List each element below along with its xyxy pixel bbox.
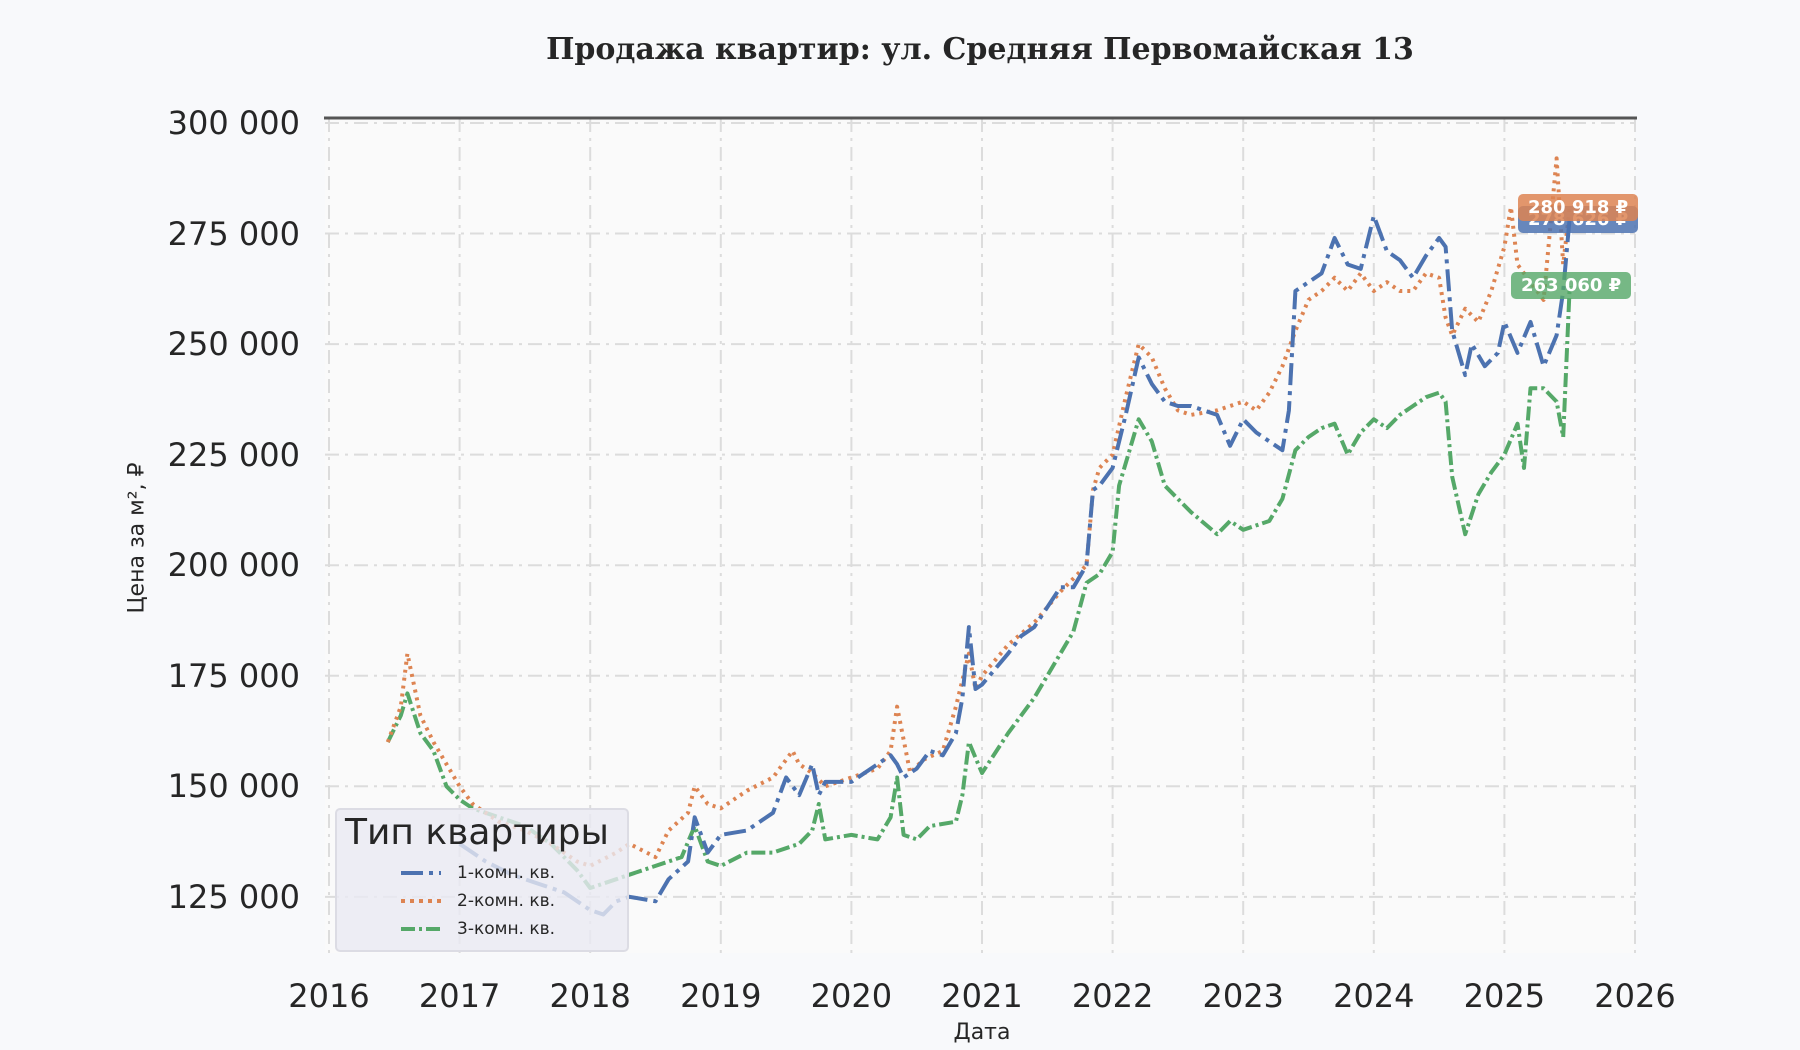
legend-title: Тип квартиры <box>345 812 609 853</box>
dotted-line-icon <box>401 899 441 903</box>
y-tick-label: 150 000 <box>167 767 300 806</box>
legend-item-2-room: 2-комн. кв. <box>401 888 555 914</box>
x-tick-label: 2019 <box>680 977 762 1015</box>
y-tick-label: 225 000 <box>167 435 300 474</box>
y-tick-label: 200 000 <box>167 546 300 585</box>
y-tick-label: 125 000 <box>167 877 300 916</box>
x-tick-label: 2023 <box>1202 977 1284 1015</box>
chart-title: Продажа квартир: ул. Средняя Первомайска… <box>546 32 1414 67</box>
x-tick-label: 2020 <box>810 977 893 1015</box>
y-tick-label: 175 000 <box>167 656 300 695</box>
x-tick-label: 2024 <box>1333 977 1415 1015</box>
y-tick-label: 250 000 <box>167 325 300 364</box>
dashed-line-icon <box>401 871 441 875</box>
series-line-2-room <box>385 156 1572 868</box>
x-tick-label: 2016 <box>288 977 370 1015</box>
end-label-2-room: 280 918 ₽ <box>1518 194 1639 221</box>
y-axis-label: Цена за м², ₽ <box>124 462 150 614</box>
legend-item-1-room: 1-комн. кв. <box>401 860 555 886</box>
legend-item-3-room: 3-комн. кв. <box>401 916 555 942</box>
series-line-3-room <box>386 286 1572 890</box>
x-axis-label: Дата <box>953 1020 1011 1045</box>
x-tick-label: 2025 <box>1463 977 1546 1015</box>
series-lines <box>385 156 1572 917</box>
x-tick-label: 2017 <box>418 977 501 1015</box>
series-line-1-room <box>458 213 1572 917</box>
y-tick-label: 275 000 <box>167 214 300 253</box>
y-tick-label: 300 000 <box>167 104 300 142</box>
legend: Тип квартиры 1-комн. кв. 2-комн. кв. 3-к… <box>335 808 629 952</box>
x-tick-label: 2018 <box>549 977 631 1015</box>
dashdot-line-icon <box>401 927 441 931</box>
end-label-3-room: 263 060 ₽ <box>1511 272 1632 299</box>
x-tick-label: 2021 <box>941 977 1023 1015</box>
x-tick-label: 2022 <box>1071 977 1154 1015</box>
x-tick-label: 2026 <box>1594 977 1676 1015</box>
